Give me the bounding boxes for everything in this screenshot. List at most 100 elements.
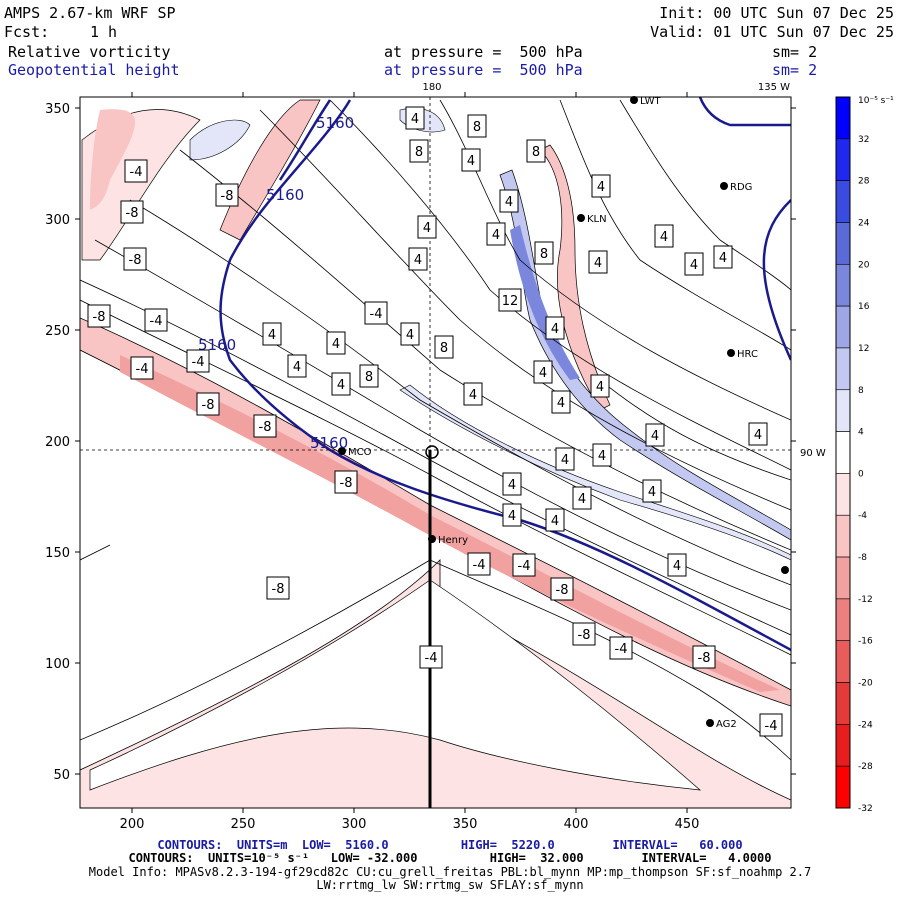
vorticity-label-box: [684, 252, 704, 276]
station-label: AG2: [716, 719, 737, 730]
vorticity-label: -8: [221, 189, 234, 204]
vorticity-label-box: [262, 322, 282, 346]
vorticity-label: 4: [469, 388, 477, 403]
vorticity-label: 4: [551, 322, 559, 337]
south-pole-marker: [425, 445, 439, 459]
vorticity-label: 4: [578, 492, 586, 507]
longitude-label: 180: [422, 82, 441, 93]
height-contours: [219, 97, 791, 652]
colorbar-label: -24: [858, 720, 873, 730]
colorbar-swatch: [835, 180, 851, 223]
vorticity-label: -4: [130, 165, 143, 180]
y-tick-label: 100: [45, 657, 70, 672]
vorticity-label-box: [253, 414, 277, 438]
colorbar-label: -20: [858, 679, 873, 689]
vorticity-label-box: [461, 148, 481, 172]
station-label: Henry: [438, 535, 468, 546]
vorticity-label-box: [87, 304, 111, 328]
longitude-label: 135 W: [758, 82, 790, 93]
colorbar-swatch: [835, 765, 851, 809]
vorticity-label-box: [591, 174, 611, 198]
y-tick-label: 300: [45, 213, 70, 228]
station-marker: [338, 447, 346, 455]
colorbar-label: -8: [858, 553, 867, 563]
vorticity-label-box: [572, 486, 592, 510]
station-label: MCO: [348, 447, 372, 458]
station-label: RDG: [730, 182, 752, 193]
y-tick-label: 50: [53, 768, 70, 783]
colorbar-swatch: [835, 598, 851, 642]
colorbar-label: 24: [858, 218, 870, 228]
vorticity-label: 4: [597, 180, 605, 195]
vorticity-label-box: [467, 552, 491, 576]
vorticity-label: -4: [136, 362, 149, 377]
colorbar: 10⁻⁵ s⁻¹ 32 28 24 20 16 12 8 4 0 -4 -8 -12 -16 -20 -24 -…: [835, 96, 894, 814]
colorbar-label: 0: [858, 469, 864, 479]
station-marker: [727, 349, 735, 357]
vorticity-label-box: [667, 553, 687, 577]
vorticity-label-box: [287, 354, 307, 378]
vorticity-label-box: [196, 392, 220, 416]
x-tick-label: 400: [564, 817, 589, 832]
vorticity-label-box: [434, 335, 454, 359]
station-marker: [630, 96, 638, 104]
vorticity-label: 4: [467, 154, 475, 169]
station-marker: [706, 719, 714, 727]
station-marker: [781, 566, 789, 574]
vorticity-label-box: [545, 508, 565, 532]
vorticity-label-box: [592, 443, 612, 467]
station-label: HRC: [737, 349, 758, 360]
colorbar-swatch: [835, 96, 851, 140]
neg-vort-band-core: [120, 355, 780, 692]
station-label: LWT: [640, 96, 662, 107]
vorticity-label: 4: [423, 221, 431, 236]
valid-time: Valid: 01 UTC Sun 07 Dec 25: [650, 23, 894, 41]
colorbar-label: 16: [858, 302, 870, 312]
colorbar-label: -12: [858, 595, 873, 605]
vorticity-label: -8: [259, 420, 272, 435]
colorbar-unit: 10⁻⁵ s⁻¹: [858, 96, 894, 106]
vorticity-label-box: [590, 374, 610, 398]
vorticity-label-box: [400, 322, 420, 346]
vorticity-label-box: [642, 479, 662, 503]
colorbar-label: 32: [858, 135, 869, 145]
vorticity-label-box: [499, 189, 519, 213]
field1-level: at pressure = 500 hPa: [384, 43, 583, 61]
vorticity-label-box: [144, 308, 168, 332]
model-title: AMPS 2.67-km WRF SP: [4, 4, 176, 22]
vorticity-label: -4: [518, 559, 531, 574]
vorticity-label: -8: [129, 253, 142, 268]
colorbar-swatch: [835, 263, 851, 307]
vorticity-label: -8: [202, 398, 215, 413]
vorticity-label-box: [550, 577, 574, 601]
vorticity-label-box: [409, 139, 429, 163]
vorticity-label-box: [654, 224, 674, 248]
forecast-hour: 1 h: [90, 23, 118, 41]
vorticity-label-box: [408, 247, 428, 271]
vorticity-label-box: [502, 472, 522, 496]
colorbar-label: 28: [858, 177, 870, 187]
vorticity-label-box: [748, 422, 768, 446]
vorticity-label: -4: [370, 307, 383, 322]
model-info-2: LW:rrtmg_lw SW:rrtmg_sw SFLAY:sf_mynn: [316, 878, 584, 892]
colorbar-swatch: [835, 222, 851, 265]
station-marker: [428, 535, 436, 543]
vorticity-label: 4: [293, 360, 301, 375]
vorticity-label-box: [555, 447, 575, 471]
vorticity-label: 4: [660, 230, 668, 245]
colorbar-label: -28: [858, 762, 873, 772]
vorticity-label-box: [405, 106, 425, 130]
vorticity-label-box: [419, 645, 443, 669]
vorticity-label: -8: [340, 476, 353, 491]
vorticity-label: -8: [126, 206, 139, 221]
pos-vort-nw: [189, 119, 251, 161]
vorticity-label: 4: [690, 258, 698, 273]
y-tick-label: 250: [45, 324, 70, 339]
station-marker: [577, 214, 585, 222]
colorbar-swatch: [835, 431, 851, 474]
vorticity-label: 8: [473, 120, 481, 135]
vorticity-label: -4: [765, 719, 778, 734]
vorticity-label-box: [534, 241, 554, 265]
vorticity-label-box: [502, 503, 522, 527]
vorticity-label: 4: [332, 337, 340, 352]
